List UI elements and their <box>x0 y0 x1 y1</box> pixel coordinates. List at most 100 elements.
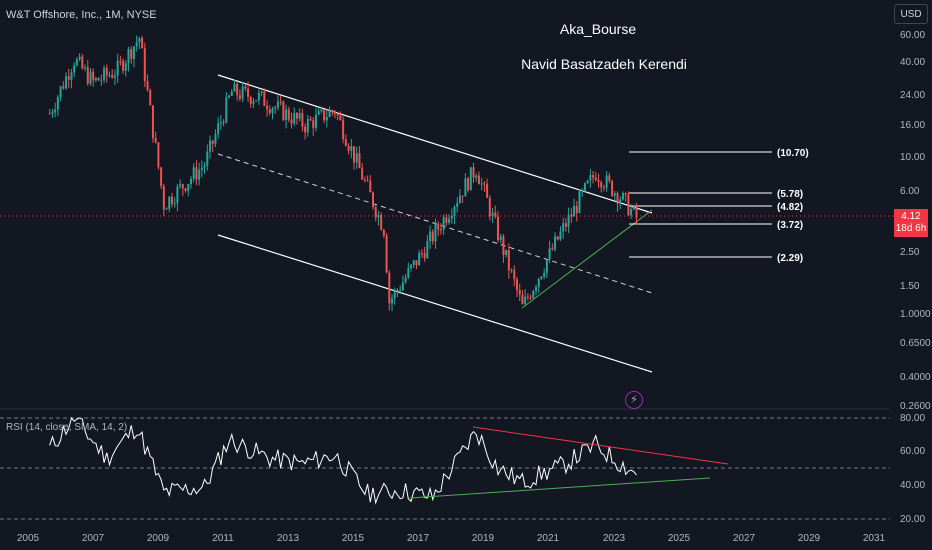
candle-body <box>429 231 432 241</box>
candle-body <box>266 106 269 110</box>
candle-body <box>252 101 255 104</box>
candle-body <box>333 111 336 114</box>
candle-body <box>407 267 410 278</box>
candle-body <box>247 88 250 97</box>
candle-body <box>467 178 470 191</box>
candle-body <box>570 214 573 217</box>
price-tick-6: 6.00 <box>900 186 920 197</box>
support-trendline[interactable] <box>521 209 653 309</box>
candle-body <box>382 229 385 236</box>
candle-body <box>393 290 396 299</box>
candle-body <box>290 119 293 124</box>
time-tick-2021: 2021 <box>537 533 560 544</box>
candle-body <box>344 139 347 146</box>
candlestick-series[interactable] <box>48 35 638 312</box>
price-tick-0.65: 0.6500 <box>900 338 931 349</box>
candle-body <box>146 81 149 90</box>
candle-body <box>111 74 114 78</box>
candle-body <box>472 167 475 178</box>
rsi-resistance-trendline[interactable] <box>472 426 729 465</box>
candle-body <box>65 76 68 89</box>
candle-body <box>217 123 220 135</box>
candle-body <box>499 236 502 241</box>
candle-body <box>564 223 567 227</box>
candle-body <box>350 146 353 151</box>
candle-body <box>143 48 146 82</box>
candle-body <box>464 178 467 197</box>
candle-body <box>314 114 317 128</box>
last-price-value: 4.12 <box>901 211 921 222</box>
candle-body <box>450 215 453 219</box>
candle-body <box>157 142 160 168</box>
candle-body <box>600 182 603 188</box>
candle-body <box>81 56 84 69</box>
candle-body <box>545 259 548 273</box>
time-tick-2031: 2031 <box>863 533 886 544</box>
price-tick-2.5: 2.50 <box>900 247 920 258</box>
candle-body <box>458 195 461 203</box>
candle-body <box>320 109 323 112</box>
candle-body <box>621 193 624 200</box>
rsi-tick-80: 80.00 <box>900 413 925 424</box>
candle-body <box>347 145 350 151</box>
candle-body <box>548 248 551 260</box>
candle-body <box>108 74 111 76</box>
time-tick-2017: 2017 <box>407 533 430 544</box>
time-tick-2023: 2023 <box>603 533 626 544</box>
candle-body <box>222 122 225 124</box>
candle-body <box>573 206 576 217</box>
channel-lower-line[interactable] <box>217 234 653 373</box>
candle-body <box>198 169 201 180</box>
candle-body <box>51 112 54 114</box>
candle-body <box>431 231 434 242</box>
candle-body <box>190 178 192 185</box>
candle-body <box>426 240 429 259</box>
candle-body <box>355 153 358 163</box>
candle-body <box>317 111 320 115</box>
candle-body <box>434 224 437 242</box>
candle-body <box>475 175 478 178</box>
candle-body <box>518 290 521 295</box>
candle-body <box>608 175 611 181</box>
rsi-support-trendline[interactable] <box>409 477 711 499</box>
candle-body <box>244 86 247 89</box>
candle-body <box>339 115 342 121</box>
candle-body <box>62 86 65 89</box>
rsi-tick-60: 60.00 <box>900 446 925 457</box>
lightning-icon[interactable]: ⚡ <box>625 391 643 409</box>
candle-body <box>168 196 171 209</box>
price-axis[interactable]: 60.00 40.00 24.00 16.00 10.00 6.00 2.50 … <box>900 30 931 412</box>
candle-body <box>124 63 127 71</box>
candle-body <box>578 191 581 213</box>
candle-body <box>301 113 304 127</box>
annotation-name: Navid Basatzadeh Kerendi <box>521 56 687 72</box>
candle-body <box>84 67 87 69</box>
candle-body <box>611 180 614 196</box>
candle-body <box>116 60 119 76</box>
candle-body <box>488 197 491 217</box>
candle-body <box>233 83 236 92</box>
time-tick-2011: 2011 <box>212 533 234 544</box>
candle-body <box>274 107 277 109</box>
candle-body <box>285 109 288 121</box>
candle-body <box>323 109 326 121</box>
currency-button[interactable]: USD <box>894 4 928 24</box>
candle-body <box>160 167 163 187</box>
annotation-author: Aka_Bourse <box>560 21 636 37</box>
candle-body <box>279 101 282 103</box>
candle-body <box>306 119 309 133</box>
candle-body <box>154 138 157 143</box>
level-label-10.70: (10.70) <box>777 148 809 159</box>
candle-body <box>54 109 57 113</box>
time-axis[interactable]: 2005 2007 2009 2011 2013 2015 2017 2019 … <box>17 533 886 544</box>
candle-body <box>211 140 214 144</box>
candle-body <box>358 153 361 168</box>
candle-body <box>162 186 165 210</box>
time-tick-2025: 2025 <box>668 533 691 544</box>
rsi-line[interactable] <box>49 416 637 505</box>
candle-body <box>388 272 391 304</box>
rsi-axis[interactable]: 80.00 60.00 40.00 20.00 <box>900 413 925 525</box>
candle-body <box>195 167 198 180</box>
candle-body <box>594 177 597 181</box>
